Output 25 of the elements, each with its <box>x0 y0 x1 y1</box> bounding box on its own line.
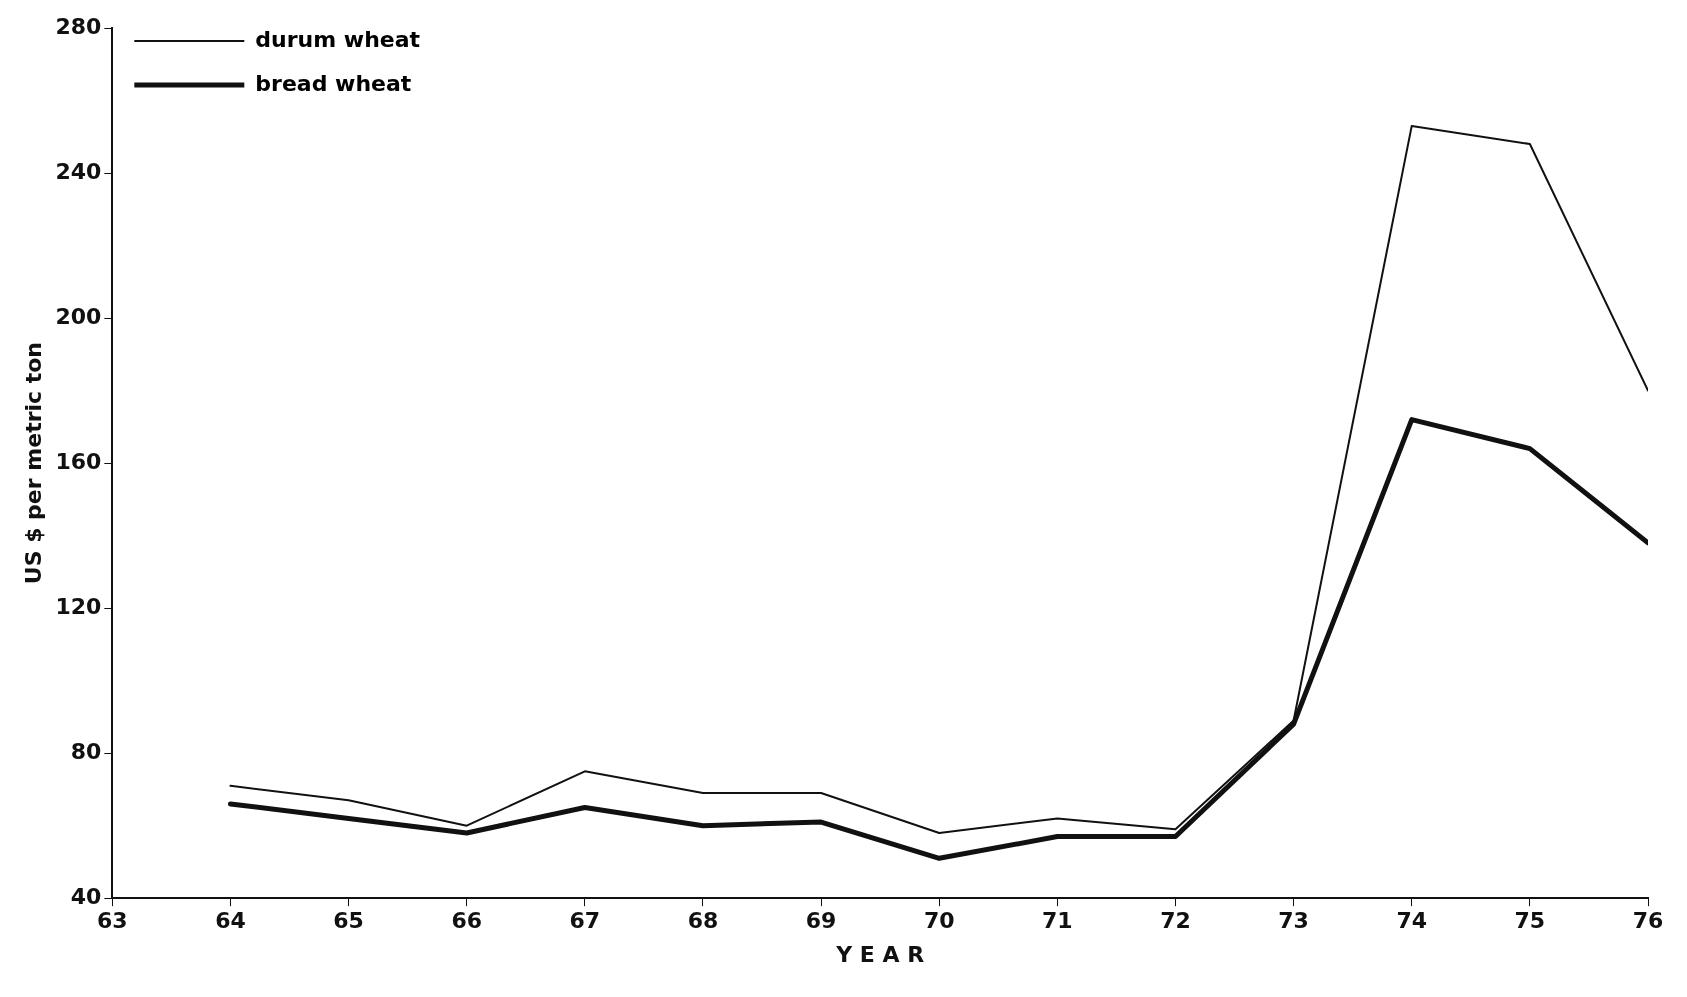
x-tick-label: 63 <box>97 908 128 934</box>
x-tick-label: 64 <box>215 908 246 934</box>
x-tick-label: 66 <box>451 908 483 934</box>
y-tick-label: 280 <box>55 13 102 39</box>
x-tick-label: 70 <box>923 908 955 934</box>
x-tick-label: 76 <box>1632 908 1664 934</box>
y-tick-label: 240 <box>55 158 102 184</box>
x-tick-label: 67 <box>569 908 601 934</box>
x-tick-label: 75 <box>1514 908 1546 934</box>
y-tick-label: 120 <box>55 593 102 619</box>
x-tick-label: 71 <box>1042 908 1073 934</box>
y-tick-label: 80 <box>70 738 102 764</box>
y-tick-label: 160 <box>55 448 102 474</box>
x-tick-label: 74 <box>1396 908 1428 934</box>
legend-label: bread wheat <box>255 70 412 96</box>
x-tick-label: 68 <box>687 908 719 934</box>
legend-label: durum wheat <box>255 26 421 52</box>
y-tick-label: 40 <box>70 883 102 909</box>
y-axis-title: US $ per metric ton <box>20 341 46 585</box>
x-tick-label: 73 <box>1278 908 1309 934</box>
x-tick-label: 65 <box>333 908 364 934</box>
x-tick-label: 69 <box>805 908 837 934</box>
x-tick-label: 72 <box>1160 908 1191 934</box>
x-axis-title: Y E A R <box>835 941 925 967</box>
y-tick-label: 200 <box>55 303 102 329</box>
